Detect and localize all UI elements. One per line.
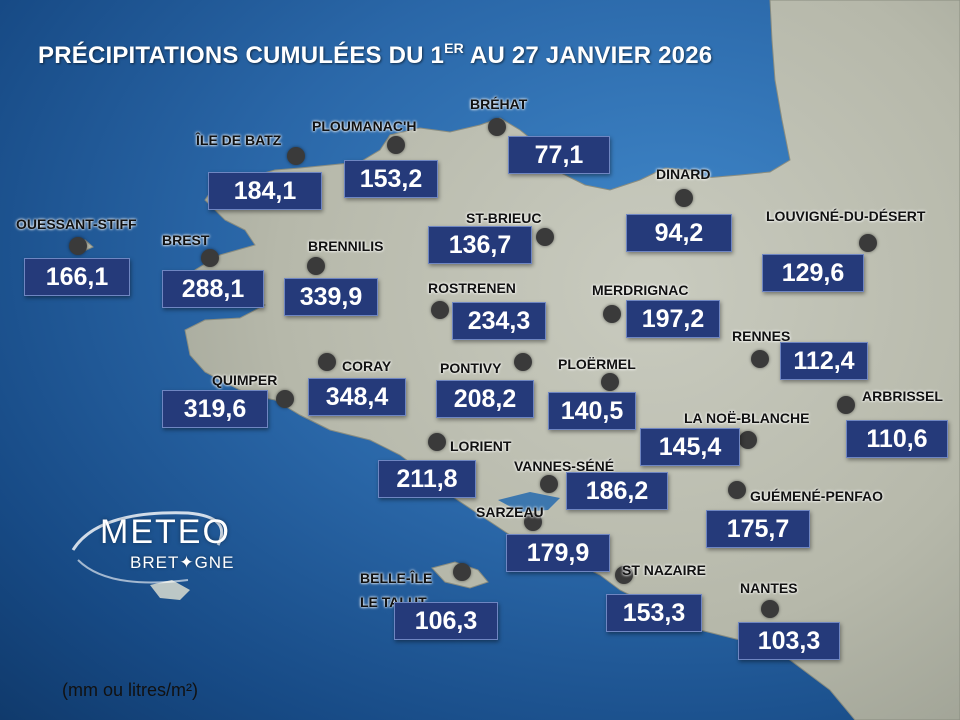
station-marker-icon <box>318 353 336 371</box>
station-name: OUESSANT-STIFF <box>16 216 137 232</box>
station-value: 208,2 <box>436 380 534 418</box>
station-marker-icon <box>536 228 554 246</box>
station-name: NANTES <box>740 580 798 596</box>
station-name: MERDRIGNAC <box>592 282 689 298</box>
station-name: GUÉMENÉ-PENFAO <box>750 488 884 504</box>
station-marker-icon <box>728 481 746 499</box>
logo-sub-text: BRET✦GNE <box>130 553 235 572</box>
station-name: ARBRISSEL <box>862 388 943 404</box>
station-name: ÎLE DE BATZ <box>196 132 282 148</box>
station-name: BRENNILIS <box>308 238 384 254</box>
station-value: 110,6 <box>846 420 948 458</box>
station-value: 145,4 <box>640 428 740 466</box>
station-value: 106,3 <box>394 602 498 640</box>
station-marker-icon <box>751 350 769 368</box>
station-value: 211,8 <box>378 460 476 498</box>
station-value: 348,4 <box>308 378 406 416</box>
station-value: 186,2 <box>566 472 668 510</box>
station-value: 112,4 <box>780 342 868 380</box>
station-marker-icon <box>387 136 405 154</box>
station-marker-icon <box>675 189 693 207</box>
station-marker-icon <box>307 257 325 275</box>
station-name: VANNES-SÉNÉ <box>514 458 615 474</box>
station-marker-icon <box>488 118 506 136</box>
logo-main-text: METEO <box>100 513 231 551</box>
station-name: LORIENT <box>450 438 512 454</box>
station-marker-icon <box>431 301 449 319</box>
station-name: DINARD <box>656 166 711 182</box>
station-name: ST-BRIEUC <box>466 210 542 226</box>
map-title: PRÉCIPITATIONS CUMULÉES DU 1ER AU 27 JAN… <box>38 40 713 69</box>
station-marker-icon <box>761 600 779 618</box>
station-value: 288,1 <box>162 270 264 308</box>
station-name: PLOËRMEL <box>558 356 636 372</box>
station-name: QUIMPER <box>212 372 278 388</box>
station-marker-icon <box>601 373 619 391</box>
station-value: 166,1 <box>24 258 130 296</box>
station-value: 153,2 <box>344 160 438 198</box>
morbihan-gulf <box>498 492 560 512</box>
station-name: PONTIVY <box>440 360 502 376</box>
station-marker-icon <box>69 237 87 255</box>
station-name: BREST <box>162 232 210 248</box>
station-name: SARZEAU <box>476 504 544 520</box>
station-marker-icon <box>428 433 446 451</box>
station-name: BRÉHAT <box>470 96 528 112</box>
station-marker-icon <box>287 147 305 165</box>
station-name: ST NAZAIRE <box>622 562 706 578</box>
station-name: LA NOË-BLANCHE <box>684 410 810 426</box>
unit-note: (mm ou litres/m²) <box>62 680 198 700</box>
station-marker-icon <box>453 563 471 581</box>
station-marker-icon <box>276 390 294 408</box>
station-marker-icon <box>540 475 558 493</box>
logo-island <box>150 580 190 600</box>
station-marker-icon <box>514 353 532 371</box>
station-value: 184,1 <box>208 172 322 210</box>
station-marker-icon <box>859 234 877 252</box>
station-value: 197,2 <box>626 300 720 338</box>
station-value: 136,7 <box>428 226 532 264</box>
station-name: RENNES <box>732 328 791 344</box>
station-value: 339,9 <box>284 278 378 316</box>
station-marker-icon <box>615 566 633 584</box>
station-value: 179,9 <box>506 534 610 572</box>
station-value: 129,6 <box>762 254 864 292</box>
station-value: 77,1 <box>508 136 610 174</box>
station-value: 103,3 <box>738 622 840 660</box>
station-marker-icon <box>524 513 542 531</box>
station-value: 319,6 <box>162 390 268 428</box>
station-marker-icon <box>603 305 621 323</box>
station-value: 153,3 <box>606 594 702 632</box>
station-marker-icon <box>837 396 855 414</box>
station-value: 175,7 <box>706 510 810 548</box>
station-name: ROSTRENEN <box>428 280 516 296</box>
station-marker-icon <box>201 249 219 267</box>
station-value: 94,2 <box>626 214 732 252</box>
station-name: CORAY <box>342 358 392 374</box>
station-value: 140,5 <box>548 392 636 430</box>
meteo-bretagne-logo: METEO BRET✦GNE <box>68 505 238 600</box>
station-name: LOUVIGNÉ-DU-DÉSERT <box>766 208 926 224</box>
station-value: 234,3 <box>452 302 546 340</box>
station-name: PLOUMANAC'H <box>312 118 417 134</box>
logo-swoosh-icon <box>71 511 224 584</box>
station-marker-icon <box>739 431 757 449</box>
